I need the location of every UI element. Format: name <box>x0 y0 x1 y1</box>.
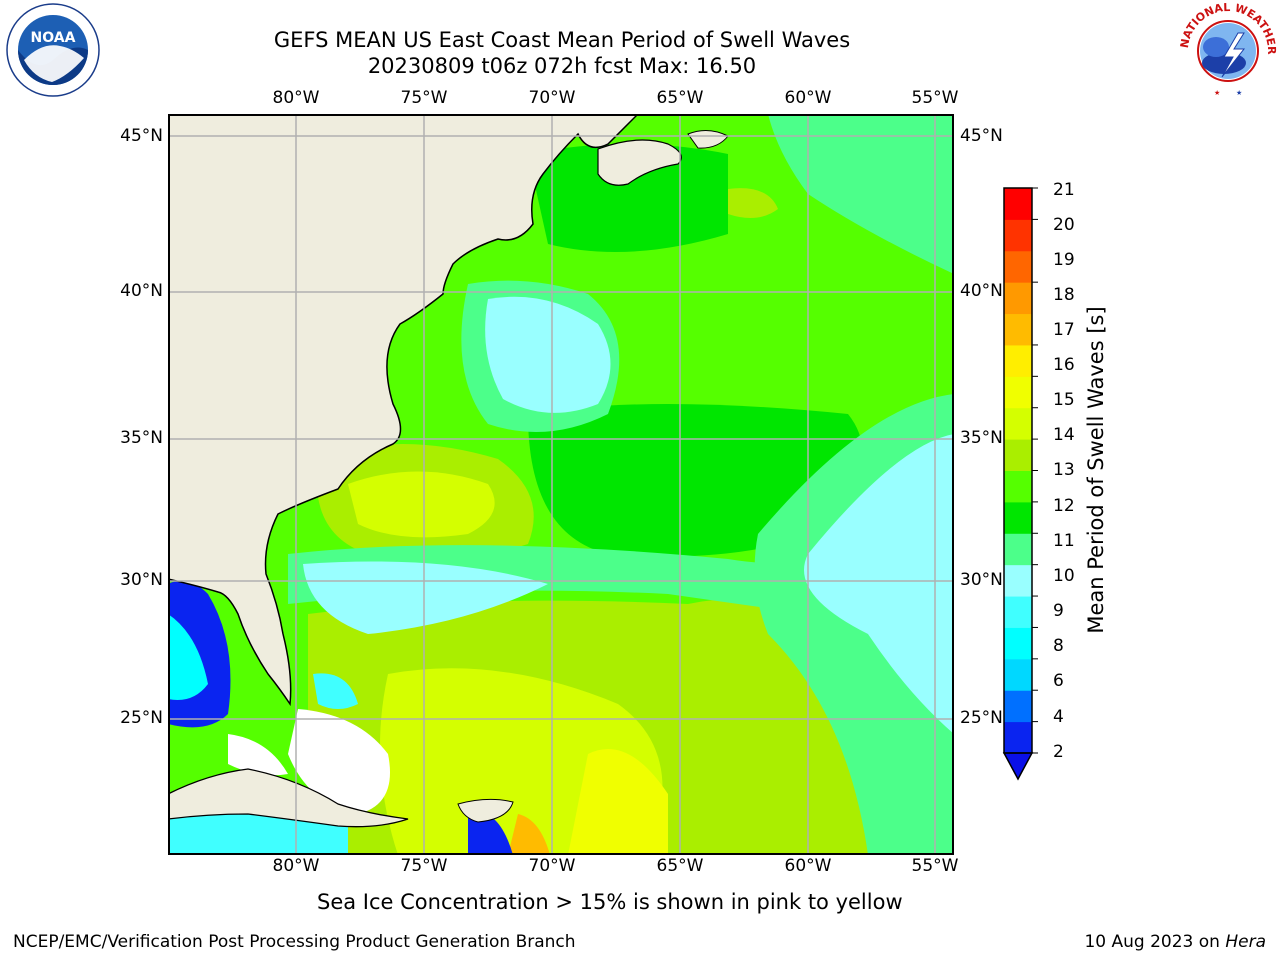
lon-label-bottom: 80°W <box>272 856 320 876</box>
colorbar-tick: 8 <box>1053 636 1064 656</box>
lat-label-right: 30°N <box>960 570 1003 590</box>
gulf-cyan <box>168 614 208 700</box>
colorbar-segment <box>1004 501 1032 534</box>
sea-ice-footnote-text: Sea Ice Concentration > 15% is shown in … <box>317 890 903 914</box>
colorbar-segment <box>1004 250 1032 283</box>
colorbar-tick: 17 <box>1053 320 1075 340</box>
credit-right: 10 Aug 2023 on Hera <box>1084 932 1266 952</box>
colorbar-segment <box>1004 627 1032 660</box>
colorbar-label: Mean Period of Swell Waves [s] <box>1084 306 1108 634</box>
colorbar-tick: 9 <box>1053 601 1064 621</box>
svg-text:★: ★ <box>1214 89 1220 97</box>
lon-label-bottom: 55°W <box>911 856 959 876</box>
lon-label-top: 75°W <box>400 88 448 108</box>
swell-period-map <box>168 114 954 855</box>
colorbar-segment <box>1004 376 1032 409</box>
colorbar-tick: 12 <box>1053 496 1075 516</box>
colorbar-tick: 6 <box>1053 671 1064 691</box>
no-data-area <box>288 709 390 814</box>
colorbar-tick: 19 <box>1053 250 1075 270</box>
credit-left: NCEP/EMC/Verification Post Processing Pr… <box>13 932 576 952</box>
colorbar-segment <box>1004 282 1032 315</box>
lon-label-top: 60°W <box>784 88 832 108</box>
swell-region-cyan-30n <box>303 561 548 634</box>
swell-region-south-orange <box>508 814 550 855</box>
lat-label-left: 45°N <box>120 126 163 146</box>
lat-label-left: 30°N <box>120 570 163 590</box>
colorbar-tick: 16 <box>1053 355 1075 375</box>
lat-label-left: 25°N <box>120 708 163 728</box>
colorbar-segment <box>1004 344 1032 377</box>
colorbar-segment <box>1004 439 1032 471</box>
colorbar-segment <box>1004 658 1032 691</box>
land-north-america <box>168 114 640 707</box>
colorbar-segment <box>1004 564 1032 597</box>
no-data-area-2 <box>228 734 288 776</box>
swell-region-north-yellow <box>728 188 778 218</box>
colorbar-tick: 15 <box>1053 390 1075 410</box>
lon-label-top: 80°W <box>272 88 320 108</box>
land-hispaniola <box>457 798 514 823</box>
lat-label-right: 35°N <box>960 428 1003 448</box>
nws-logo-icon: NATIONAL WEATHER SERVICE ★ ★ <box>1178 3 1278 97</box>
colorbar-tick: 4 <box>1053 707 1064 727</box>
colorbar-tick: 10 <box>1053 566 1075 586</box>
graticule <box>168 114 954 855</box>
colorbar-tick: 14 <box>1053 425 1075 445</box>
colorbar-segment <box>1004 690 1032 723</box>
colorbar-segment <box>1004 188 1032 220</box>
lon-label-bottom: 75°W <box>400 856 448 876</box>
swell-region-carolina-yellow <box>348 471 495 538</box>
colorbar-tick: 13 <box>1053 460 1075 480</box>
colorbar-segment <box>1004 596 1032 628</box>
colorbar-tick: 11 <box>1053 531 1075 551</box>
colorbar-segment <box>1004 219 1032 252</box>
swell-region-north-cyan <box>485 296 611 413</box>
colorbar-tick: 18 <box>1053 285 1075 305</box>
colorbar-extend-arrow <box>1002 752 1034 781</box>
colorbar-tick: 2 <box>1053 742 1064 762</box>
noaa-logo-icon: NOAA <box>6 3 100 97</box>
credit-host: Hera <box>1225 932 1266 952</box>
svg-text:NOAA: NOAA <box>31 30 76 46</box>
chart-subtitle: 20230809 t06z 072h fcst Max: 16.50 <box>367 54 757 78</box>
colorbar-segment <box>1004 533 1032 566</box>
svg-text:★: ★ <box>1236 89 1242 97</box>
lat-label-right: 45°N <box>960 126 1003 146</box>
colorbar-segment <box>1004 470 1032 503</box>
lat-label-left: 35°N <box>120 428 163 448</box>
swell-region-south-yellow2 <box>568 749 668 855</box>
lat-label-left: 40°N <box>120 281 163 301</box>
colorbar-segment <box>1004 407 1032 440</box>
colorbar-segment <box>1004 721 1032 754</box>
bahamas-blue <box>313 673 358 709</box>
lon-label-top: 55°W <box>911 88 959 108</box>
swell-region-east-cyan <box>804 434 954 734</box>
land-cuba <box>168 768 409 828</box>
lat-label-right: 40°N <box>960 281 1003 301</box>
lon-label-bottom: 60°W <box>784 856 832 876</box>
colorbar-tick: 21 <box>1053 180 1075 200</box>
caribbean-blue <box>468 812 513 855</box>
land-nova-scotia <box>597 139 682 186</box>
swell-region-north-east <box>768 114 954 274</box>
colorbar <box>1002 187 1038 781</box>
lon-label-top: 65°W <box>656 88 704 108</box>
lat-label-right: 25°N <box>960 708 1003 728</box>
lon-label-top: 70°W <box>528 88 576 108</box>
colorbar-segment <box>1004 313 1032 346</box>
lon-label-bottom: 70°W <box>528 856 576 876</box>
swell-region-gulf-maine <box>528 144 728 252</box>
lon-label-bottom: 65°W <box>656 856 704 876</box>
credit-date: 10 Aug 2023 on <box>1084 932 1220 952</box>
chart-title: GEFS MEAN US East Coast Mean Period of S… <box>273 28 851 52</box>
colorbar-tick: 20 <box>1053 215 1075 235</box>
map-frame <box>168 114 954 855</box>
